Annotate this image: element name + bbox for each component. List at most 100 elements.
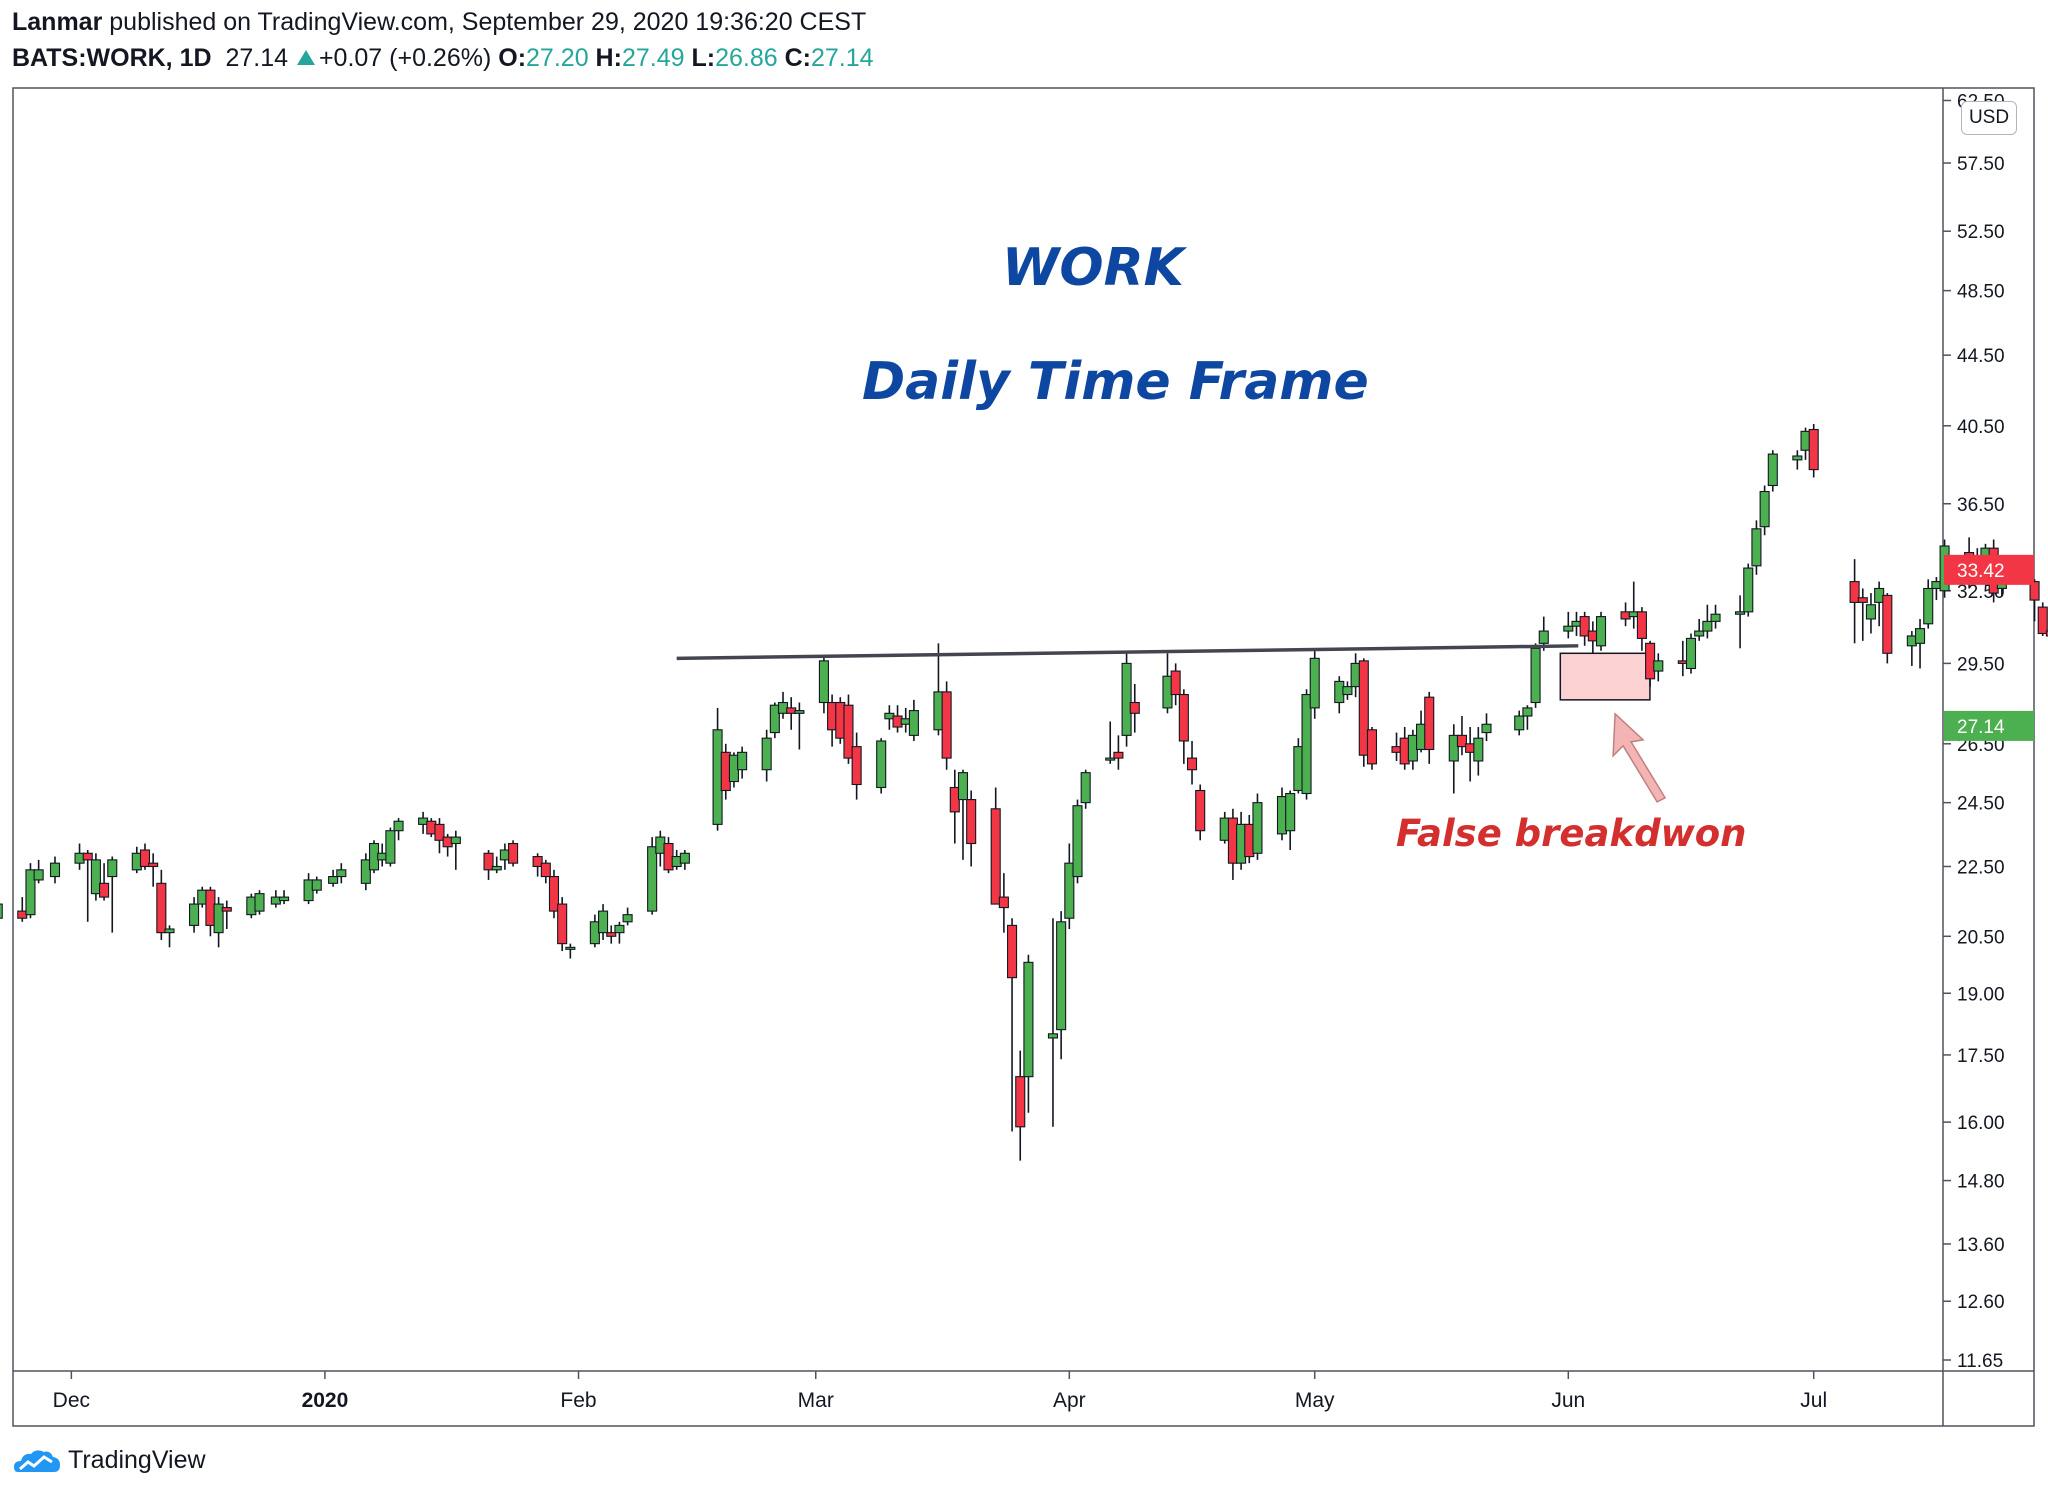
candle [450,836,461,845]
x-tick-label: 2020 [302,1389,349,1412]
candle [107,859,118,878]
candle [1473,737,1484,762]
candle [278,896,290,902]
high-value: 27.49 [621,44,685,72]
candle [336,869,347,878]
y-tick-label: 48.50 [1957,282,2005,303]
candle [139,849,151,868]
candle [794,710,805,714]
x-tick-label: Apr [1053,1389,1086,1412]
price-label-badge [1944,554,2034,585]
y-tick-label: 17.50 [1957,1046,2005,1067]
candle [941,691,952,759]
candle [1522,707,1533,717]
candle [33,869,44,881]
x-tick-label: Dec [53,1389,90,1412]
chart-title: WORK [1002,238,1184,298]
y-tick-label: 16.00 [1957,1113,2005,1134]
x-tick-label: Jul [1800,1389,1827,1412]
candle [1710,613,1721,622]
candle [156,882,167,934]
candle [0,903,3,919]
candle [532,856,543,868]
candle [1735,611,1746,615]
brand-name: TradingView [68,1446,206,1474]
candle [769,704,780,734]
candle [598,910,609,934]
tradingview-logo[interactable]: TradingView [14,1446,206,1475]
y-tick-label: 12.60 [1957,1292,2005,1313]
candle [622,914,633,923]
candle [1080,772,1091,804]
candle [1882,594,1893,654]
x-tick-label: Jun [1551,1389,1585,1412]
candle [647,846,658,912]
price-label-text: 33.42 [1957,561,2005,582]
candle [1849,581,1860,603]
up-triangle-icon [296,50,315,65]
candle [1007,924,1018,979]
candle [385,830,396,864]
low-label: L: [691,44,716,72]
candle [1309,657,1320,709]
candle [966,799,977,845]
candle [2029,581,2040,601]
candle [213,903,224,934]
candle [221,907,232,912]
author-name[interactable]: Lanmar [12,8,103,36]
candle [540,862,551,878]
candle [1538,630,1549,644]
candle [818,660,829,704]
close-value: 27.14 [810,44,874,72]
x-tick-label: Mar [798,1389,834,1412]
y-tick-label: 29.50 [1957,654,2005,675]
candle [2045,630,2048,637]
candle [1694,630,1705,637]
candle [737,751,748,771]
candle [1456,734,1468,748]
ohlc-line: BATS:WORK, 1D 27.14 +0.07 (+0.26%) O: 27.… [12,44,874,73]
price-change: +0.07 (+0.26%) [318,44,492,72]
candle [1047,1033,1059,1039]
candle [1358,660,1369,756]
candle [328,876,339,884]
y-tick-label: 13.60 [1957,1235,2005,1256]
candle [189,903,200,926]
symbol-label[interactable]: BATS:WORK, 1D [12,44,212,72]
y-tick-label: 52.50 [1957,222,2005,243]
candle [1759,490,1770,528]
candle [679,852,690,864]
candle [1595,616,1607,647]
open-label: O: [498,44,527,72]
chart-frame [12,87,2035,1427]
low-value: 26.86 [715,44,778,72]
candle [957,772,969,801]
candle [1301,693,1312,795]
candle [483,852,494,871]
candle [1514,715,1525,731]
candle [434,823,445,841]
candle [1121,662,1132,736]
candle [1113,751,1124,759]
candle [908,710,919,736]
candle [393,820,404,832]
candle [1481,723,1492,734]
candle [1342,686,1353,696]
candle [148,862,159,868]
candle [614,924,625,934]
close-label: C: [784,44,811,72]
candle [990,808,1001,905]
candle [1579,616,1590,637]
publish-line: Lanmar published on TradingView.com, Sep… [12,8,866,37]
y-tick-label: 20.50 [1957,927,2005,948]
currency-button[interactable]: USD [1961,101,2017,135]
candle [606,932,617,937]
y-tick-label: 14.80 [1957,1172,2005,1193]
candle [1751,528,1762,567]
candle [311,879,322,891]
candle [1252,802,1263,854]
y-tick-label: 22.50 [1957,857,2005,878]
y-tick-label: 57.50 [1957,154,2005,175]
candle [1195,789,1206,832]
